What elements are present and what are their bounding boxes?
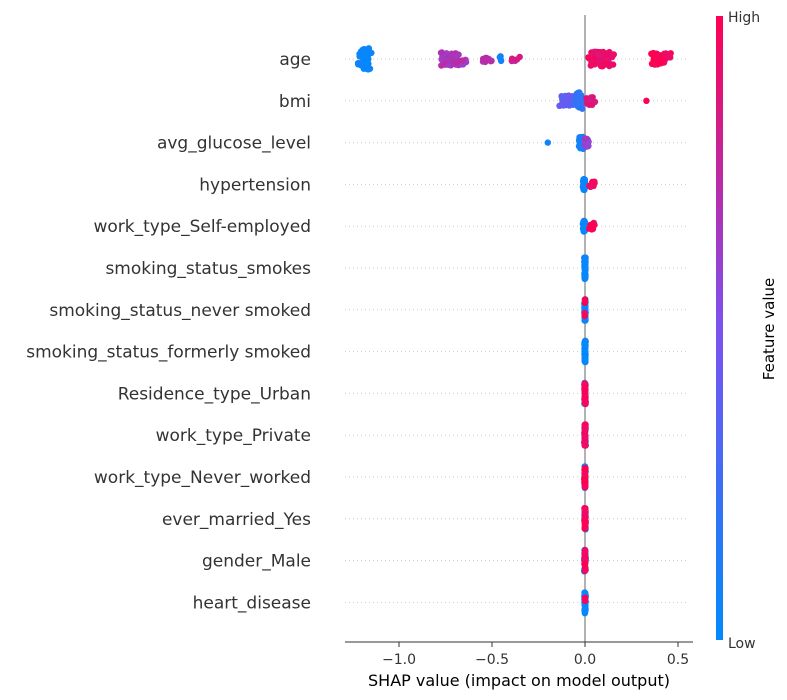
shap-point	[581, 567, 589, 574]
shap-point	[566, 102, 573, 109]
x-axis: −1.0 −0.5 0.0 0.5	[345, 641, 693, 668]
shap-point	[598, 56, 605, 63]
shap-point	[487, 58, 494, 65]
feature-label: hypertension	[199, 175, 311, 195]
feature-label: work_type_Private	[156, 426, 311, 446]
colorbar-low-label: Low	[728, 636, 756, 652]
shap-point	[582, 425, 589, 432]
shap-point	[581, 135, 589, 142]
shap-point	[575, 104, 583, 111]
shap-point	[589, 225, 597, 233]
feature-label: bmi	[279, 92, 311, 112]
shap-point	[608, 61, 615, 68]
shap-point	[591, 48, 598, 55]
shap-point	[459, 57, 466, 64]
shap-point	[556, 102, 563, 110]
x-tick-label: −1.0	[382, 652, 416, 668]
colorbar: High Low Feature value	[716, 10, 778, 652]
shap-point	[580, 217, 588, 225]
shap-point	[604, 49, 612, 57]
shap-point	[581, 296, 589, 303]
shap-point	[581, 176, 588, 183]
feature-label: heart_disease	[193, 593, 311, 613]
shap-point	[581, 272, 589, 279]
shap-point	[582, 356, 589, 363]
shap-point	[581, 439, 588, 446]
feature-label: gender_Male	[202, 552, 311, 572]
shap-point	[513, 56, 521, 63]
shap-point	[655, 51, 662, 59]
shap-point	[589, 182, 596, 189]
grid-lines	[345, 58, 688, 603]
feature-label: work_type_Never_worked	[94, 468, 311, 488]
x-tick-label: 0.0	[574, 652, 596, 668]
shap-point	[558, 93, 565, 100]
shap-point	[582, 597, 589, 605]
shap-point	[581, 560, 588, 568]
shap-point	[643, 97, 650, 105]
shap-point	[656, 58, 663, 65]
shap-point	[575, 93, 582, 100]
shap-point	[581, 347, 589, 354]
x-tick-label: −0.5	[475, 652, 509, 668]
shap-point	[438, 56, 445, 63]
shap-point	[581, 466, 589, 473]
x-tick-label: 0.5	[667, 652, 689, 668]
shap-point	[602, 60, 610, 68]
shap-point	[449, 55, 457, 62]
shap-point	[582, 548, 589, 556]
shap-point	[581, 380, 588, 387]
shap-point	[581, 608, 589, 615]
x-axis-title: SHAP value (impact on model output)	[368, 671, 670, 690]
shap-point	[363, 65, 371, 73]
feature-label: smoking_status_formerly smoked	[26, 343, 311, 363]
shap-point	[581, 388, 588, 395]
feature-label: smoking_status_never smoked	[49, 301, 311, 321]
shap-point	[364, 47, 371, 54]
shap-point	[581, 525, 588, 532]
shap-point	[497, 53, 504, 60]
feature-label: Residence_type_Urban	[118, 384, 311, 404]
feature-labels: age bmi avg_glucose_level hypertension work_…	[26, 50, 311, 613]
shap-point	[574, 98, 581, 105]
shap-point	[667, 54, 674, 61]
colorbar-high-label: High	[728, 10, 760, 26]
feature-label: ever_married_Yes	[162, 510, 311, 530]
colorbar-gradient	[716, 16, 723, 640]
feature-label: avg_glucose_level	[157, 134, 311, 154]
feature-label: work_type_Self-employed	[93, 217, 311, 237]
feature-label: smoking_status_smokes	[105, 259, 311, 279]
shap-point	[588, 61, 595, 68]
shap-point	[581, 263, 588, 270]
shap-point	[610, 51, 617, 58]
shap-point	[362, 59, 370, 66]
shap-point	[482, 55, 489, 62]
feature-label: age	[279, 50, 311, 70]
shap-point	[508, 55, 516, 62]
shap-point	[583, 95, 590, 102]
shap-point	[582, 519, 589, 526]
shap-point	[585, 54, 592, 61]
colorbar-title: Feature value	[760, 278, 778, 380]
shap-points	[354, 45, 674, 617]
shap-point	[581, 312, 588, 320]
shap-point	[581, 398, 589, 405]
shap-point	[581, 480, 589, 487]
shap-point	[544, 139, 551, 146]
shap-point	[582, 433, 589, 440]
shap-point	[582, 254, 589, 261]
shap-point	[438, 49, 445, 56]
